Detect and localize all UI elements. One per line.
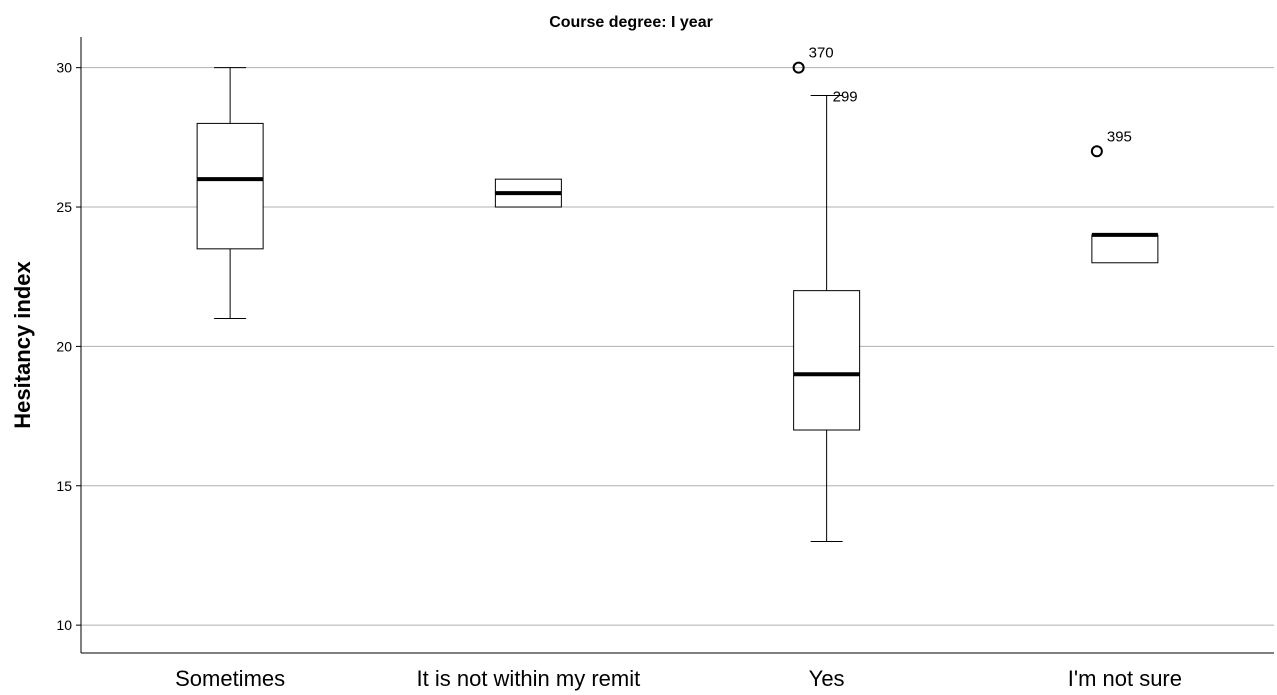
- y-tick-label-2: 20: [56, 338, 72, 354]
- x-axis-ticks: Sometimes It is not within my remit Yes I'm…: [175, 666, 1182, 691]
- x-tick-label-2: Yes: [809, 666, 845, 691]
- box-group-2: 299 370: [792, 45, 861, 543]
- box-3: [1091, 234, 1159, 264]
- boxes: 299 370 395: [196, 45, 1159, 543]
- y-tick-label-0: 10: [56, 617, 72, 633]
- whisker-label-2: 299: [833, 89, 858, 106]
- y-tick-label-4: 30: [56, 60, 72, 76]
- outlier-point-2-0: [792, 61, 805, 74]
- outlier-label-3-0: 395: [1107, 128, 1132, 145]
- y-tick-label-3: 25: [56, 199, 72, 215]
- y-tick-label-1: 15: [56, 478, 72, 494]
- box-group-3: 395: [1090, 128, 1159, 264]
- box-0: [196, 122, 264, 250]
- y-axis-ticks: 10 15 20 25 30: [56, 60, 81, 633]
- y-axis-label: Hesitancy index: [10, 260, 35, 428]
- box-2: [793, 290, 861, 431]
- outlier-point-3-0: [1090, 145, 1103, 158]
- x-tick-label-3: I'm not sure: [1068, 666, 1182, 691]
- gridlines: [81, 67, 1274, 626]
- chart-title: Course degree: I year: [549, 14, 713, 31]
- x-tick-label-0: Sometimes: [175, 666, 285, 691]
- x-tick-label-1: It is not within my remit: [417, 666, 641, 691]
- box-group-0: [196, 67, 264, 320]
- outlier-label-2-0: 370: [809, 45, 834, 62]
- box-group-1: [494, 178, 562, 208]
